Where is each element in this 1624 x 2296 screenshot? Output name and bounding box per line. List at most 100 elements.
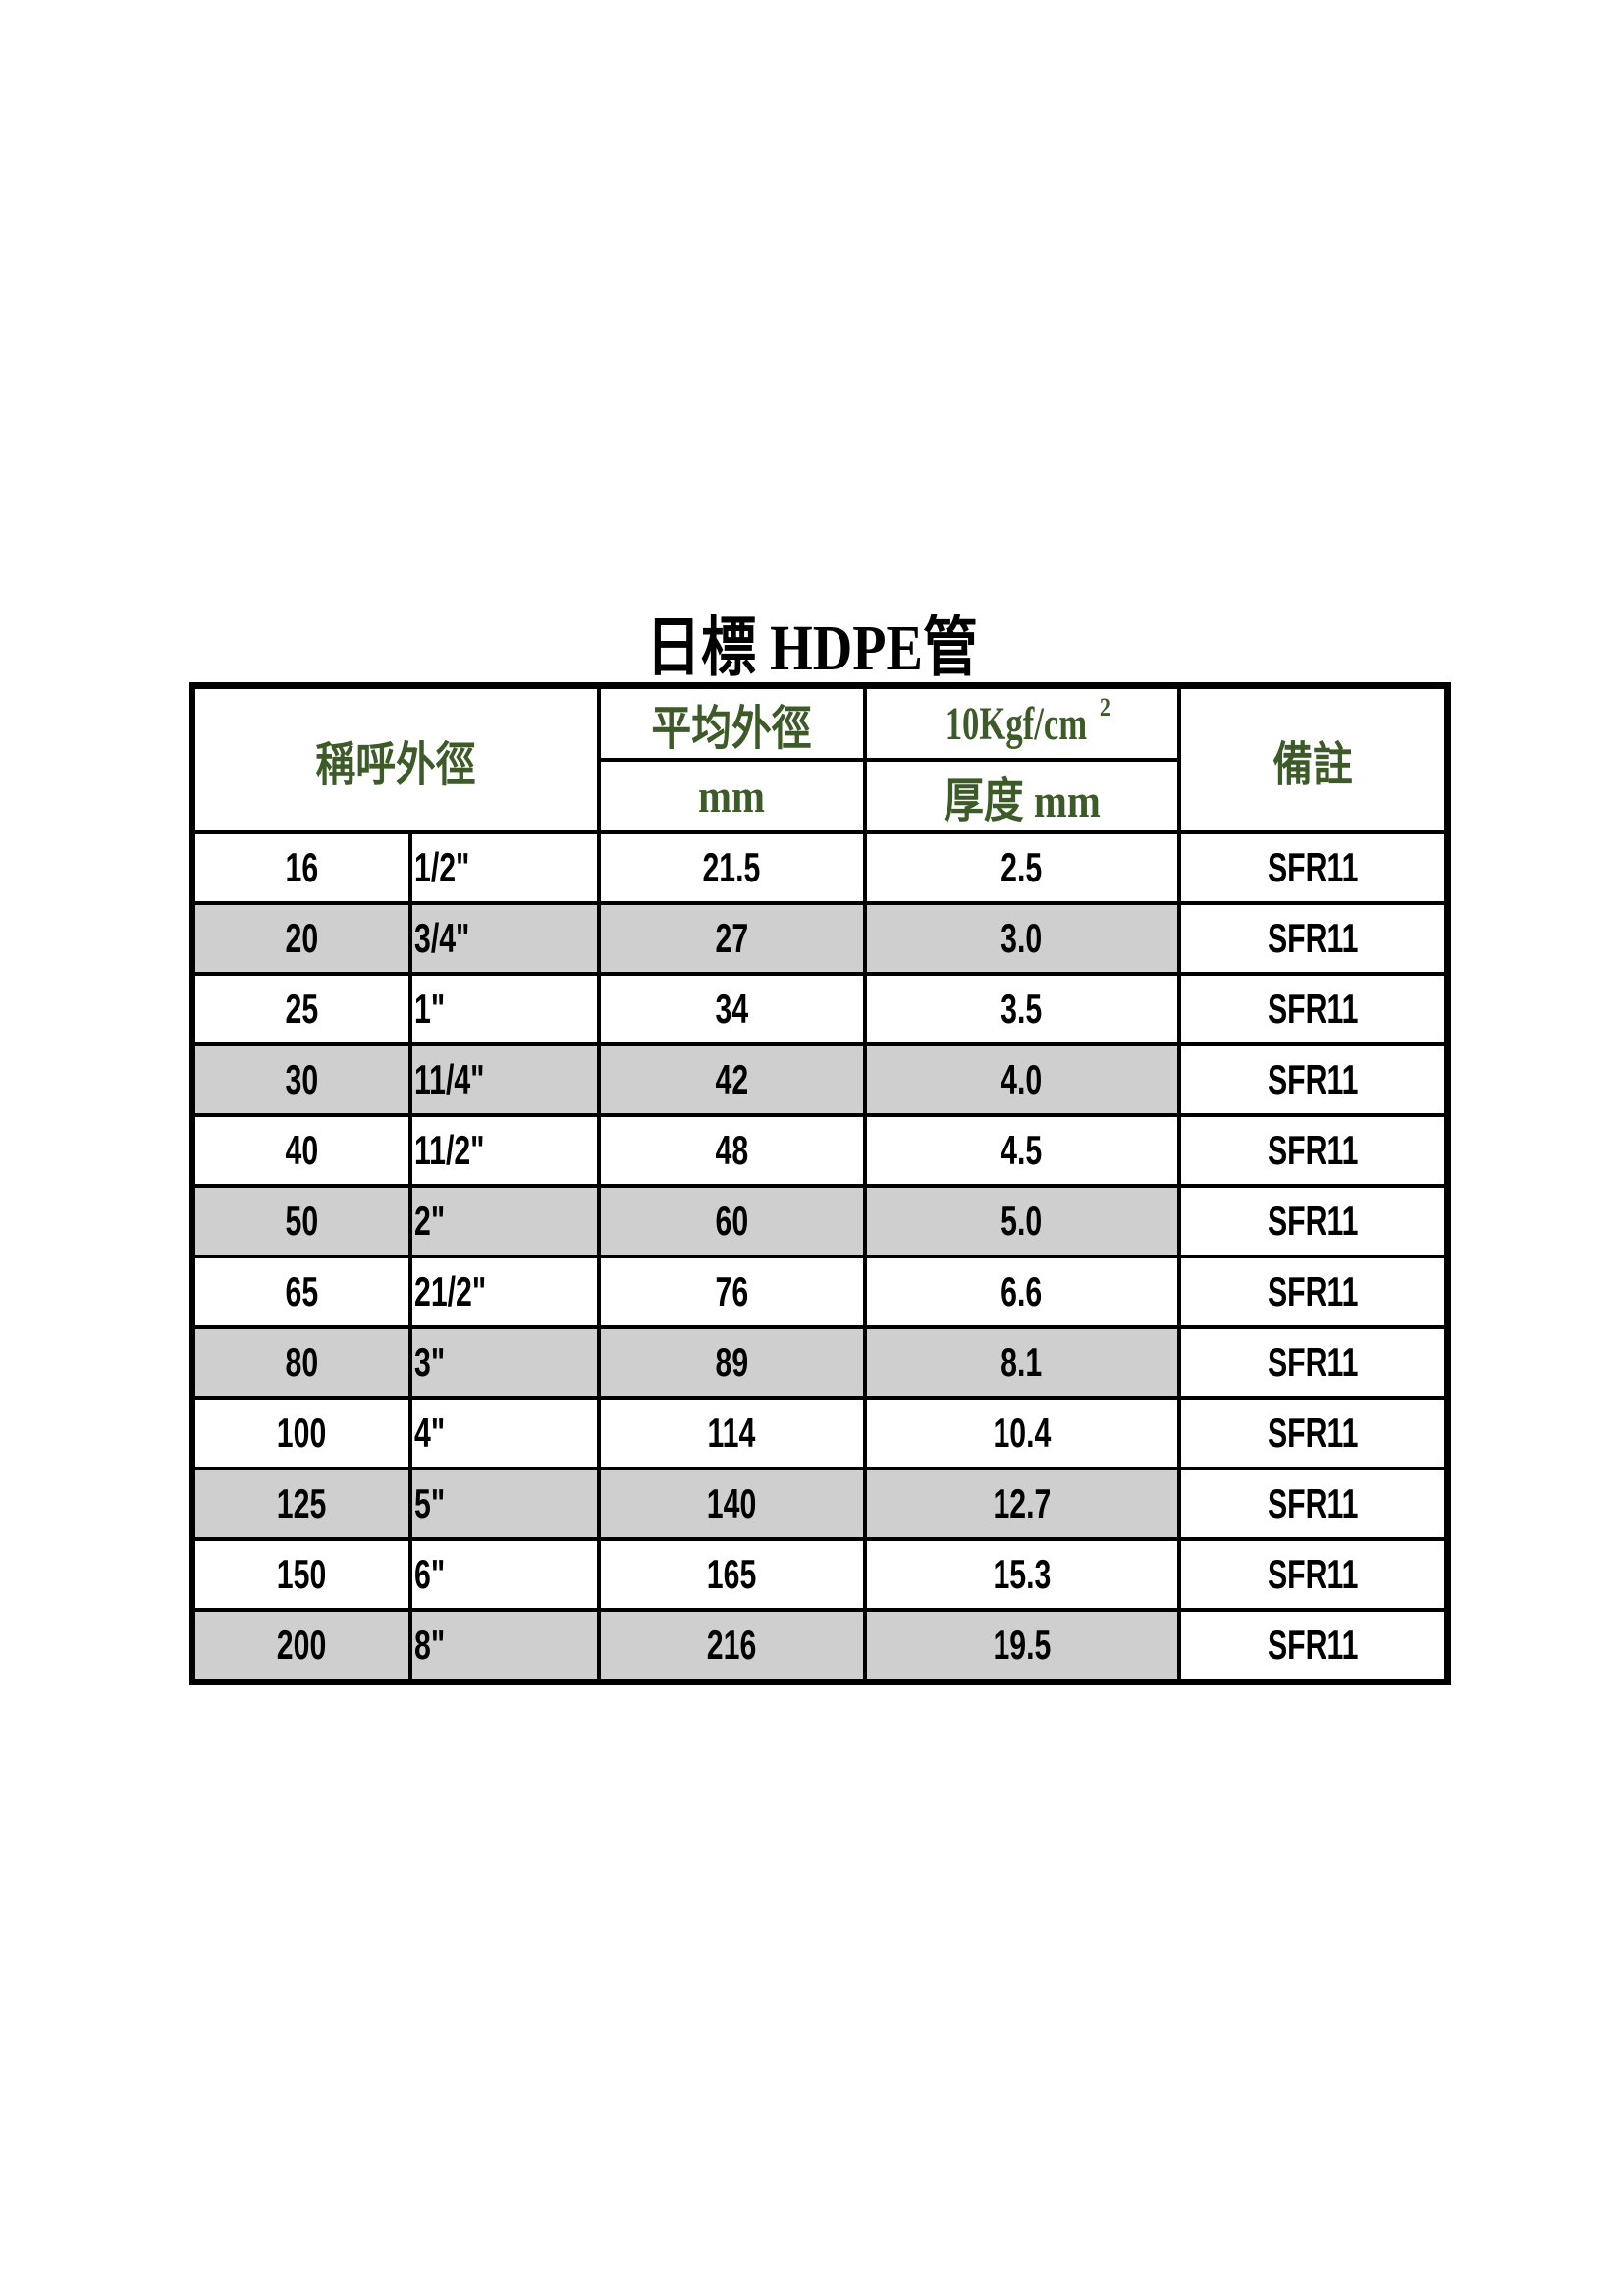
thickness-cell-text: 15.3 xyxy=(993,1551,1051,1597)
header-remark: 備註 xyxy=(1176,683,1450,834)
nominal-mm-cell: 40 xyxy=(189,1113,412,1188)
nominal-mm-cell: 125 xyxy=(189,1467,412,1541)
nominal-mm-cell: 200 xyxy=(189,1608,412,1684)
avg-od-cell-text: 48 xyxy=(715,1127,748,1173)
nominal-mm-cell: 20 xyxy=(189,901,412,976)
table-row: 100 4" 114 10.4 SFR11 xyxy=(189,1396,1450,1470)
table-row: 80 3" 89 8.1 SFR11 xyxy=(189,1325,1450,1400)
remark-cell-text: SFR11 xyxy=(1267,986,1358,1032)
remark-cell-text: SFR11 xyxy=(1267,1268,1358,1314)
nominal-mm-cell: 65 xyxy=(189,1255,412,1329)
nominal-mm-cell: 80 xyxy=(189,1325,412,1400)
thickness-cell-text: 2.5 xyxy=(1001,844,1043,890)
remark-cell: SFR11 xyxy=(1176,1184,1450,1258)
nominal-inch-cell: 1" xyxy=(407,972,601,1046)
remark-cell: SFR11 xyxy=(1176,1537,1450,1612)
header-avg-od: 平均外徑 xyxy=(596,683,867,762)
remark-cell: SFR11 xyxy=(1176,1467,1450,1541)
thickness-cell-text: 3.0 xyxy=(1001,915,1043,961)
table-row: 125 5" 140 12.7 SFR11 xyxy=(189,1467,1450,1541)
thickness-cell: 2.5 xyxy=(862,830,1181,905)
thickness-cell: 6.6 xyxy=(862,1255,1181,1329)
remark-cell: SFR11 xyxy=(1176,972,1450,1046)
thickness-cell-text: 12.7 xyxy=(993,1480,1051,1526)
remark-cell-text: SFR11 xyxy=(1267,1622,1358,1668)
avg-od-cell-text: 60 xyxy=(715,1198,748,1244)
avg-od-cell: 27 xyxy=(596,901,867,976)
thickness-cell: 5.0 xyxy=(862,1184,1181,1258)
nominal-inch-cell: 3" xyxy=(407,1325,601,1400)
thickness-cell: 3.0 xyxy=(862,901,1181,976)
nominal-mm-cell-text: 30 xyxy=(285,1056,319,1102)
table-row: 20 3/4" 27 3.0 SFR11 xyxy=(189,901,1450,976)
remark-cell: SFR11 xyxy=(1176,1113,1450,1188)
nominal-inch-cell: 8" xyxy=(407,1608,601,1684)
nominal-mm-cell: 100 xyxy=(189,1396,412,1470)
nominal-mm-cell: 50 xyxy=(189,1184,412,1258)
nominal-mm-cell-text: 20 xyxy=(285,915,319,961)
remark-cell-text: SFR11 xyxy=(1267,1410,1358,1456)
remark-cell: SFR11 xyxy=(1176,1608,1450,1684)
thickness-cell: 10.4 xyxy=(862,1396,1181,1470)
nominal-inch-cell: 1/2" xyxy=(407,830,601,905)
table-row: 50 2" 60 5.0 SFR11 xyxy=(189,1184,1450,1258)
remark-cell-text: SFR11 xyxy=(1267,915,1358,961)
nominal-inch-cell-text: 1" xyxy=(413,986,445,1032)
avg-od-cell-text: 76 xyxy=(715,1268,748,1314)
thickness-cell: 4.0 xyxy=(862,1042,1181,1117)
remark-cell: SFR11 xyxy=(1176,1255,1450,1329)
thickness-cell-text: 19.5 xyxy=(993,1622,1051,1668)
hdpe-spec-table: 稱呼外徑 平均外徑 10Kgf/cm 2 備註 mm 厚度 mm 16 1/2" 21… xyxy=(189,682,1451,1685)
nominal-inch-cell-text: 11/2" xyxy=(413,1127,485,1173)
avg-od-cell: 165 xyxy=(596,1537,867,1612)
thickness-cell-text: 6.6 xyxy=(1001,1268,1043,1314)
header-pressure: 10Kgf/cm 2 xyxy=(862,683,1181,762)
avg-od-cell-text: 34 xyxy=(715,986,748,1032)
remark-cell-text: SFR11 xyxy=(1267,1480,1358,1526)
nominal-inch-cell-text: 1/2" xyxy=(413,844,469,890)
avg-od-cell: 34 xyxy=(596,972,867,1046)
nominal-mm-cell-text: 50 xyxy=(285,1198,319,1244)
table-row: 150 6" 165 15.3 SFR11 xyxy=(189,1537,1450,1612)
header-thickness: 厚度 mm xyxy=(862,758,1181,834)
nominal-mm-cell: 30 xyxy=(189,1042,412,1117)
avg-od-cell: 216 xyxy=(596,1608,867,1684)
avg-od-cell-text: 21.5 xyxy=(702,844,761,890)
thickness-cell-text: 8.1 xyxy=(1001,1339,1043,1385)
nominal-inch-cell-text: 11/4" xyxy=(413,1056,485,1102)
remark-cell-text: SFR11 xyxy=(1267,844,1358,890)
header-avg-od-unit: mm xyxy=(596,758,867,834)
nominal-inch-cell: 3/4" xyxy=(407,901,601,976)
thickness-cell: 8.1 xyxy=(862,1325,1181,1400)
avg-od-cell-text: 42 xyxy=(715,1056,748,1102)
header-row: 稱呼外徑 平均外徑 10Kgf/cm 2 備註 xyxy=(189,683,1450,834)
thickness-cell-text: 4.0 xyxy=(1001,1056,1043,1102)
thickness-cell: 19.5 xyxy=(862,1608,1181,1684)
thickness-cell-text: 5.0 xyxy=(1001,1198,1043,1244)
thickness-cell-text: 10.4 xyxy=(993,1410,1051,1456)
remark-cell-text: SFR11 xyxy=(1267,1339,1358,1385)
nominal-mm-cell-text: 40 xyxy=(285,1127,319,1173)
nominal-inch-cell-text: 21/2" xyxy=(413,1268,486,1314)
thickness-cell: 12.7 xyxy=(862,1467,1181,1541)
avg-od-cell: 21.5 xyxy=(596,830,867,905)
header-row-2: mm 厚度 mm xyxy=(192,758,1448,834)
nominal-mm-cell-text: 16 xyxy=(285,844,319,890)
nominal-inch-cell-text: 5" xyxy=(413,1480,445,1526)
table-row: 65 21/2" 76 6.6 SFR11 xyxy=(189,1255,1450,1329)
avg-od-cell: 89 xyxy=(596,1325,867,1400)
remark-cell-text: SFR11 xyxy=(1267,1127,1358,1173)
nominal-inch-cell-text: 3" xyxy=(413,1339,445,1385)
avg-od-cell: 42 xyxy=(596,1042,867,1117)
nominal-inch-cell: 2" xyxy=(407,1184,601,1258)
avg-od-cell-text: 89 xyxy=(715,1339,748,1385)
avg-od-cell-text: 165 xyxy=(706,1551,757,1597)
nominal-mm-cell-text: 125 xyxy=(277,1480,327,1526)
nominal-inch-cell-text: 8" xyxy=(413,1622,445,1668)
table-row: 200 8" 216 19.5 SFR11 xyxy=(189,1608,1450,1684)
nominal-mm-cell-text: 80 xyxy=(285,1339,319,1385)
nominal-mm-cell: 25 xyxy=(189,972,412,1046)
nominal-inch-cell: 4" xyxy=(407,1396,601,1470)
remark-cell: SFR11 xyxy=(1176,1042,1450,1117)
nominal-inch-cell: 5" xyxy=(407,1467,601,1541)
